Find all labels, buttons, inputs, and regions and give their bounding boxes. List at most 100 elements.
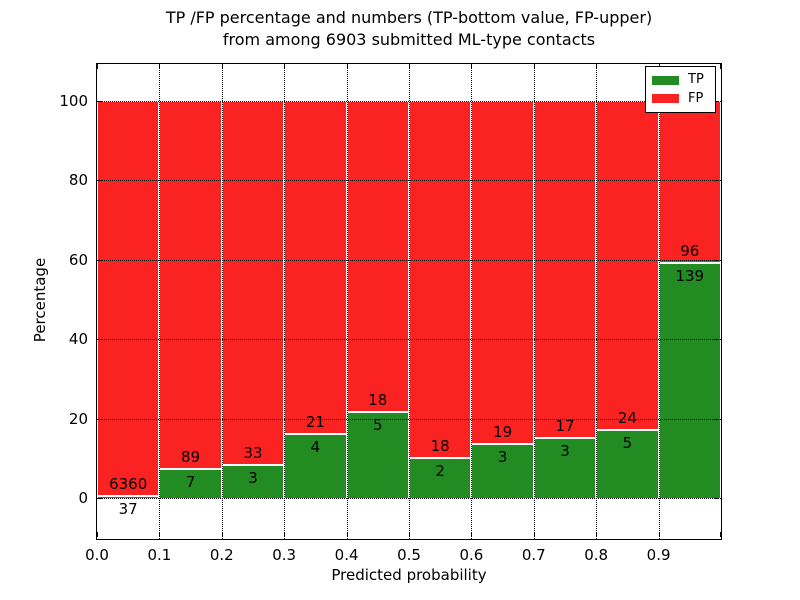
x-tick-mark <box>471 64 473 69</box>
x-tick-mark <box>720 532 721 537</box>
y-tick-label: 100 <box>59 92 88 110</box>
fp-color-swatch <box>652 94 679 104</box>
tp-count-label: 37 <box>118 499 138 518</box>
x-tick-mark <box>346 64 348 69</box>
tp-bar-segment <box>284 434 347 499</box>
tp-count-label: 139 <box>675 267 705 286</box>
y-tick-mark <box>97 180 102 182</box>
x-tick-mark <box>221 64 223 69</box>
x-tick-mark <box>159 532 161 537</box>
x-tick-label: 0.8 <box>584 546 609 564</box>
tp-count-label: 5 <box>373 415 383 434</box>
x-tick-mark <box>346 532 348 537</box>
x-tick-mark <box>159 64 161 69</box>
x-tick-label: 0.3 <box>272 546 297 564</box>
tp-count-label: 7 <box>185 473 196 492</box>
legend-label-tp: TP <box>688 72 704 88</box>
y-tick-label: 20 <box>68 409 88 428</box>
y-tick-mark <box>97 418 102 420</box>
y-tick-mark <box>714 259 719 261</box>
x-gridline <box>159 64 161 539</box>
tp-count-label: 5 <box>622 433 633 452</box>
x-tick-mark <box>409 64 410 69</box>
fp-count-label: 21 <box>305 413 325 432</box>
x-tick-label: 0.2 <box>209 546 234 564</box>
x-gridline <box>221 64 223 539</box>
x-tick-label: 0.0 <box>85 546 109 564</box>
fp-bar-segment <box>533 101 597 439</box>
x-tick-label: 0.7 <box>521 546 546 564</box>
x-tick-mark <box>284 532 286 537</box>
x-tick-label: 0.4 <box>334 546 359 564</box>
x-tick-label: 0.5 <box>397 546 421 564</box>
fp-bar-segment <box>221 101 285 465</box>
fp-count-label: 17 <box>555 417 575 436</box>
tp-bar-segment <box>346 411 409 499</box>
x-gridline <box>658 64 660 539</box>
fp-count-label: 18 <box>430 437 450 456</box>
tp-count-label: 2 <box>435 462 445 481</box>
tp-bar-segment <box>658 263 721 499</box>
tp-count-label: 3 <box>560 442 570 461</box>
fp-count-label: 6360 <box>109 474 148 493</box>
tp-color-swatch <box>652 75 679 85</box>
x-tick-mark <box>97 532 98 537</box>
plot-area: 6360 37 89 7 33 3 21 4 18 5 18 2 19 3 17 3 24 5 96 139 <box>96 63 722 540</box>
x-tick-mark <box>533 64 535 69</box>
y-tick-mark <box>97 339 102 341</box>
fp-bar-segment <box>159 101 222 470</box>
fp-bar-segment <box>471 101 534 444</box>
x-tick-label: 0.1 <box>147 546 172 564</box>
y-tick-mark <box>714 180 719 182</box>
x-gridline <box>596 64 598 539</box>
chart-title-line1: TP /FP percentage and numbers (TP-bottom… <box>165 8 653 27</box>
y-tick-mark <box>714 101 719 102</box>
tp-count-label: 4 <box>310 438 321 457</box>
x-tick-label: 0.6 <box>459 546 484 564</box>
x-tick-mark <box>596 532 598 537</box>
fp-count-label: 18 <box>368 390 388 409</box>
chart-title-line2: from among 6903 submitted ML-type contac… <box>222 30 596 49</box>
x-tick-mark <box>409 532 410 537</box>
x-gridline <box>533 64 535 539</box>
fp-count-label: 96 <box>680 242 700 261</box>
fp-count-label: 19 <box>493 422 513 441</box>
fp-bar-segment <box>658 101 721 264</box>
y-tick-label: 40 <box>68 330 88 349</box>
fp-bar-segment <box>346 101 409 412</box>
x-gridline <box>346 64 348 539</box>
x-tick-mark <box>97 64 98 69</box>
x-tick-mark <box>471 532 473 537</box>
x-axis-label: Predicted probability <box>331 566 487 584</box>
tp-count-label: 3 <box>248 468 258 487</box>
x-gridline <box>284 64 286 539</box>
x-tick-mark <box>284 64 286 69</box>
y-tick-mark <box>714 339 719 341</box>
tp-bar-segment <box>471 443 534 499</box>
fp-bar-segment <box>284 101 347 435</box>
y-tick-label: 80 <box>68 171 88 190</box>
x-tick-mark <box>221 532 223 537</box>
y-tick-label: 60 <box>68 250 88 269</box>
x-tick-label: 0.9 <box>646 546 671 564</box>
y-tick-mark <box>97 259 102 261</box>
legend-label-fp: FP <box>688 90 704 106</box>
x-tick-mark <box>533 532 535 537</box>
fp-bar-segment <box>409 101 472 459</box>
x-tick-mark <box>658 532 660 537</box>
fp-count-label: 33 <box>243 443 263 462</box>
x-tick-mark <box>720 64 721 69</box>
tp-bar-segment <box>596 429 659 499</box>
y-tick-mark <box>714 498 719 499</box>
tp-count-label: 3 <box>497 447 508 466</box>
y-tick-mark <box>714 418 719 420</box>
legend-item-tp: TP <box>652 73 709 87</box>
x-gridline <box>409 64 410 539</box>
fp-bar-segment <box>596 101 659 430</box>
x-gridline <box>471 64 473 539</box>
y-tick-mark <box>97 101 102 102</box>
y-tick-label: 0 <box>78 489 88 507</box>
tp-bar-segment <box>533 438 597 499</box>
fp-count-label: 24 <box>617 408 637 427</box>
